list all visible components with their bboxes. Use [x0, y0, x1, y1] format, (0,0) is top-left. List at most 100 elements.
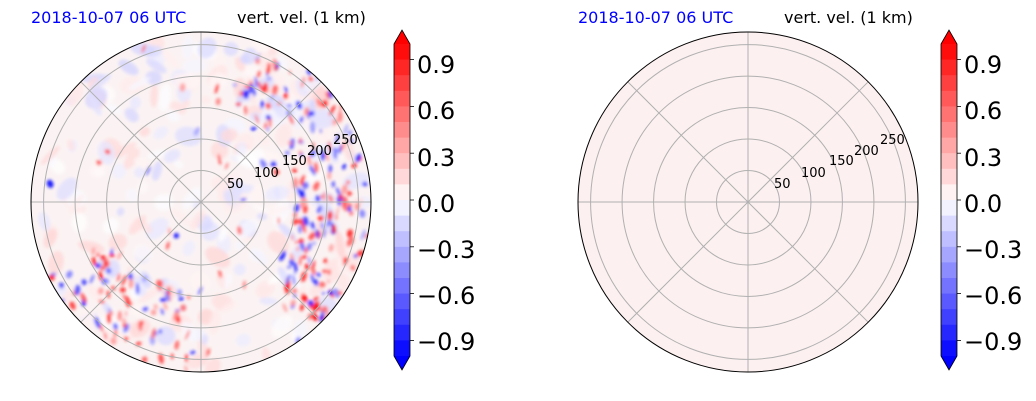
- field-patch: [161, 48, 179, 69]
- field-cell: [105, 256, 110, 265]
- field-cell: [325, 152, 329, 162]
- field-patch: [235, 333, 251, 347]
- field-cell: [218, 270, 222, 278]
- field-cell: [286, 103, 292, 108]
- field-patch: [38, 212, 51, 231]
- angular-gridline: [747, 81, 869, 203]
- colorbar-segment: [394, 262, 410, 279]
- field-cell: [303, 107, 309, 116]
- field-patch: [133, 244, 153, 262]
- field-cell: [322, 305, 328, 313]
- field-cell: [301, 222, 307, 234]
- field-cell: [308, 76, 314, 82]
- field-patch: [239, 54, 250, 65]
- field-cell: [292, 274, 296, 286]
- cbar1-tick-neg0.9: −0.9: [417, 328, 475, 356]
- field-patch: [138, 287, 161, 303]
- field-cell: [277, 217, 280, 225]
- field-cell: [167, 286, 171, 297]
- field-patch: [210, 175, 233, 192]
- field-cell: [160, 297, 167, 303]
- field-cell: [89, 274, 95, 285]
- field-cell: [125, 295, 131, 306]
- field-cell: [260, 100, 265, 109]
- field-cell: [315, 195, 321, 203]
- field-cell: [307, 300, 314, 306]
- field-patch: [126, 188, 138, 203]
- field-cell: [348, 202, 352, 208]
- field-patch: [123, 147, 140, 170]
- field-patch: [153, 126, 169, 140]
- field-patch: [87, 285, 103, 302]
- field-cell: [347, 206, 352, 212]
- field-cell: [262, 82, 268, 93]
- field-patch: [266, 205, 290, 217]
- field-patch: [233, 263, 246, 276]
- panel2-radial-labels: 50 100 150 200 250: [774, 133, 905, 192]
- field-cell: [265, 114, 272, 120]
- field-cell: [315, 229, 319, 239]
- field-cell: [307, 156, 310, 161]
- angular-gridline: [627, 81, 749, 203]
- colorbar-segment: [941, 278, 957, 294]
- field-cell: [333, 288, 340, 298]
- field-cell: [340, 197, 344, 202]
- field-patch: [182, 99, 190, 108]
- field-cell: [298, 238, 304, 244]
- colorbar-segment: [394, 200, 410, 216]
- field-cell: [217, 153, 221, 165]
- field-cell: [252, 89, 256, 98]
- colorbar-segment: [941, 324, 957, 341]
- colorbar-segment: [941, 340, 957, 357]
- field-patch: [224, 273, 232, 290]
- colorbar-segment: [941, 168, 957, 185]
- field-patch: [293, 155, 308, 169]
- cbar2-tick-0.0: 0.0: [964, 190, 1002, 218]
- field-patch: [163, 149, 181, 163]
- field-cell: [122, 323, 127, 328]
- field-cell: [290, 299, 296, 307]
- colorbar-segment: [941, 200, 957, 216]
- field-cell: [310, 149, 317, 158]
- field-patch: [182, 187, 202, 209]
- field-cell: [265, 102, 271, 110]
- field-cell: [157, 280, 164, 286]
- field-cell: [242, 280, 247, 290]
- colorbar-outline: [393, 29, 411, 371]
- radial-tick-200: 200: [307, 144, 332, 159]
- field-cell: [255, 52, 261, 62]
- field-cell: [327, 171, 332, 180]
- field-patch: [275, 123, 292, 147]
- colorbar-segment: [941, 184, 957, 201]
- field-cell: [110, 285, 116, 291]
- field-cell: [254, 76, 258, 88]
- field-cell: [273, 169, 280, 175]
- field-patch: [87, 92, 102, 116]
- colorbar-segment: [394, 293, 410, 310]
- field-cell: [340, 141, 346, 152]
- colorbar-segment: [941, 90, 957, 107]
- field-cell: [286, 109, 291, 117]
- panel1-polar-grid: [31, 32, 371, 372]
- radial-tick-50: 50: [774, 177, 791, 192]
- field-cell: [335, 206, 340, 216]
- colorbar-segment: [394, 75, 410, 92]
- field-cell: [186, 295, 191, 300]
- colorbar-segment: [394, 215, 410, 232]
- field-cell: [180, 304, 187, 312]
- field-cell: [122, 294, 127, 301]
- field-cell: [349, 211, 354, 216]
- colorbar-extend-min: [941, 356, 957, 370]
- field-cell: [142, 306, 149, 312]
- radial-tick-250: 250: [333, 133, 358, 148]
- field-cell: [286, 265, 292, 270]
- field-cell: [140, 320, 144, 326]
- field-cell: [193, 126, 200, 136]
- field-cell: [300, 293, 308, 303]
- colorbar-segment: [941, 59, 957, 76]
- panel2-polar-grid: [578, 32, 918, 372]
- field-patch: [129, 96, 141, 110]
- field-patch: [249, 185, 266, 204]
- field-cell: [172, 309, 180, 321]
- field-patch: [145, 70, 162, 85]
